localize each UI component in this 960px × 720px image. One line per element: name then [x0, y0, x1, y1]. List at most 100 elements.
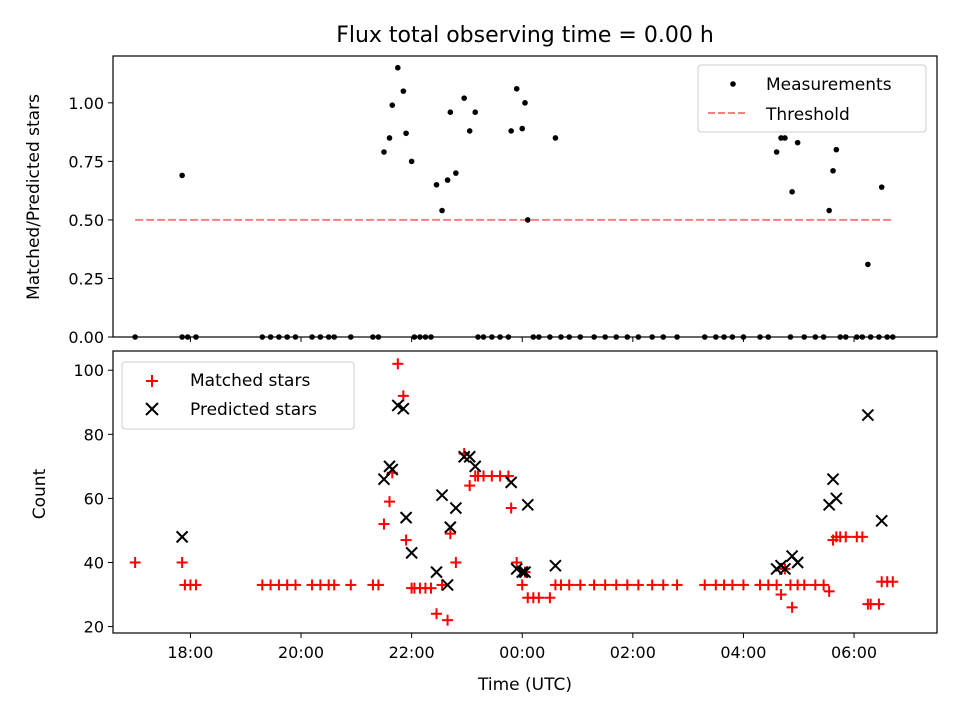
matched-star-point — [632, 579, 644, 591]
measurement-point — [833, 146, 840, 153]
matched-star-point — [516, 579, 528, 591]
measurement-point — [447, 109, 454, 115]
bottom-y-tick-label: 100 — [73, 361, 104, 380]
predicted-star-point — [430, 565, 443, 579]
matched-star-point — [588, 579, 600, 591]
top-y-tick-label: 0.50 — [68, 211, 104, 230]
legend-measurements-label: Measurements — [766, 75, 892, 95]
legend-predicted-label: Predicted stars — [190, 400, 317, 420]
matched-star-point — [400, 534, 412, 546]
predicted-star-point — [518, 565, 532, 579]
matched-star-point — [856, 531, 868, 543]
matched-star-point — [563, 579, 575, 591]
measurement-point — [472, 109, 479, 115]
matched-star-point — [737, 579, 749, 591]
matched-star-point — [726, 579, 738, 591]
bottom-legend-box — [121, 361, 355, 430]
predicted-star-point — [826, 472, 840, 486]
matched-star-point — [646, 579, 658, 591]
predicted-star-point — [830, 492, 843, 505]
measurement-point — [878, 184, 885, 190]
legend-threshold-label: Threshold — [765, 105, 850, 125]
matched-star-point — [840, 531, 852, 543]
legend-predicted-marker — [145, 402, 159, 416]
bottom-x-tick-label: 20:00 — [278, 643, 324, 662]
predicted-star-point — [386, 463, 399, 476]
measurement-point — [395, 64, 401, 71]
predicted-star-point — [175, 530, 189, 544]
predicted-star-point — [435, 488, 449, 502]
bottom-x-tick-label: 22:00 — [389, 643, 435, 662]
measurement-point — [552, 135, 559, 141]
predicted-star-point — [861, 408, 875, 422]
bottom-x-tick-label: 04:00 — [720, 643, 766, 662]
bottom-marks — [129, 358, 899, 626]
measurement-point — [865, 261, 871, 268]
measurement-point — [782, 135, 788, 141]
predicted-star-point — [516, 565, 529, 579]
bottom-x-tick-label: 00:00 — [499, 643, 545, 662]
matched-star-point — [533, 592, 545, 604]
legend-matched-label: Matched stars — [190, 371, 310, 391]
measurement-point — [389, 102, 396, 108]
matched-star-point — [699, 579, 711, 591]
predicted-star-point — [791, 556, 804, 569]
matched-star-point — [511, 557, 523, 568]
matched-star-point — [505, 502, 517, 514]
bottom-y-tick-label: 40 — [84, 554, 104, 573]
matched-star-point — [775, 589, 787, 601]
measurement-point — [524, 217, 531, 223]
predicted-star-point — [875, 514, 888, 528]
matched-star-point — [574, 579, 586, 591]
predicted-star-point — [399, 511, 413, 524]
top-axes: 0.00 0.25 0.50 0.75 1.00 — [68, 55, 938, 347]
matched-star-point — [450, 557, 462, 568]
bottom-y-tick-label: 20 — [84, 618, 104, 637]
matched-star-point — [657, 579, 669, 591]
x-axis-label: Time (UTC) — [477, 675, 572, 695]
bottom-axes: 20 40 60 80 100 18:00 20:00 22:00 00:00 02:00 04:0… — [73, 350, 938, 662]
matched-star-point — [384, 496, 396, 508]
top-y-axis-label: Matched/Predicted stars — [24, 94, 44, 300]
measurement-point — [773, 149, 780, 155]
top-legend: Measurements Threshold — [697, 64, 927, 133]
matched-star-point — [289, 579, 301, 591]
matched-star-point — [818, 579, 830, 591]
matched-star-point — [798, 579, 810, 591]
measurement-point — [778, 135, 784, 141]
matched-star-point — [610, 579, 622, 591]
matched-star-point — [392, 358, 404, 370]
matched-star-point — [397, 390, 409, 402]
matched-star-point — [378, 518, 390, 530]
measurement-point — [433, 181, 440, 188]
bottom-panel: 20 40 60 80 100 18:00 20:00 22:00 00:00 02:00 04:0… — [30, 350, 938, 695]
legend-matched-marker — [146, 375, 158, 387]
measurement-point — [513, 85, 520, 92]
matched-star-point — [372, 579, 384, 591]
matched-star-point — [190, 579, 202, 591]
legend-measurements-marker — [730, 81, 736, 87]
top-y-tick-label: 0.25 — [68, 269, 104, 288]
matched-star-point — [671, 579, 683, 591]
measurement-point — [400, 88, 407, 94]
measurement-point — [794, 139, 801, 146]
predicted-star-point — [441, 578, 454, 592]
matched-star-point — [599, 579, 611, 591]
matched-star-point — [621, 579, 633, 591]
measurement-point — [461, 95, 467, 101]
matched-star-point — [328, 579, 340, 591]
predicted-star-point — [457, 450, 471, 463]
bottom-y-axis-label: Count — [30, 468, 50, 519]
matched-star-point — [425, 582, 437, 594]
bottom-x-tick-label: 18:00 — [167, 643, 213, 662]
matched-star-point — [431, 608, 443, 620]
matched-star-point — [129, 557, 141, 568]
measurement-point — [453, 170, 459, 176]
bottom-x-tick-label: 02:00 — [610, 643, 656, 662]
bottom-x-tick-label: 06:00 — [831, 643, 877, 662]
measurement-point — [789, 189, 795, 195]
measurement-point — [381, 149, 387, 155]
bottom-y-tick-label: 80 — [84, 425, 104, 444]
predicted-star-point — [504, 476, 518, 489]
matched-star-point — [176, 557, 188, 568]
